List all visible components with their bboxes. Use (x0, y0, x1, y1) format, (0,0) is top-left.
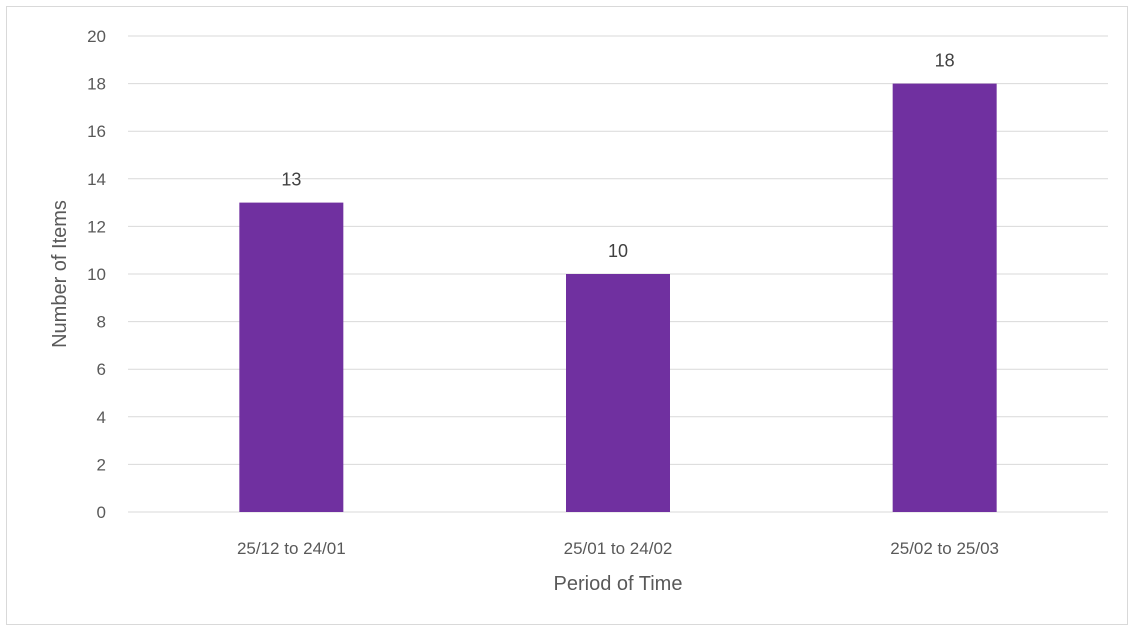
y-tick-label: 8 (97, 313, 106, 332)
y-tick-label: 4 (97, 408, 106, 427)
y-tick-label: 12 (87, 217, 106, 236)
bar-value-label: 13 (281, 170, 301, 190)
bar-value-label: 18 (935, 51, 955, 71)
y-tick-label: 20 (87, 27, 106, 46)
y-tick-label: 2 (97, 455, 106, 474)
x-tick-label: 25/12 to 24/01 (237, 539, 346, 558)
x-tick-label: 25/02 to 25/03 (890, 539, 999, 558)
bars (239, 83, 997, 512)
bar (892, 83, 997, 512)
x-tick-label: 25/01 to 24/02 (564, 539, 673, 558)
y-tick-label: 0 (97, 503, 106, 522)
bar-value-label: 10 (608, 241, 628, 261)
y-tick-label: 10 (87, 265, 106, 284)
x-axis-title: Period of Time (554, 573, 683, 595)
y-tick-label: 16 (87, 122, 106, 141)
y-tick-label: 18 (87, 75, 106, 94)
x-axis-tick-labels: 25/12 to 24/01 25/01 to 24/02 25/02 to 25/… (237, 539, 999, 558)
data-labels: 13 10 18 (281, 51, 954, 261)
y-tick-label: 6 (97, 360, 106, 379)
y-axis-tick-labels: 0 2 4 6 8 10 12 14 16 18 20 (87, 27, 106, 522)
y-tick-label: 14 (87, 170, 106, 189)
bar (566, 274, 670, 512)
bar (239, 202, 344, 512)
y-axis-title: Number of Items (49, 200, 71, 348)
